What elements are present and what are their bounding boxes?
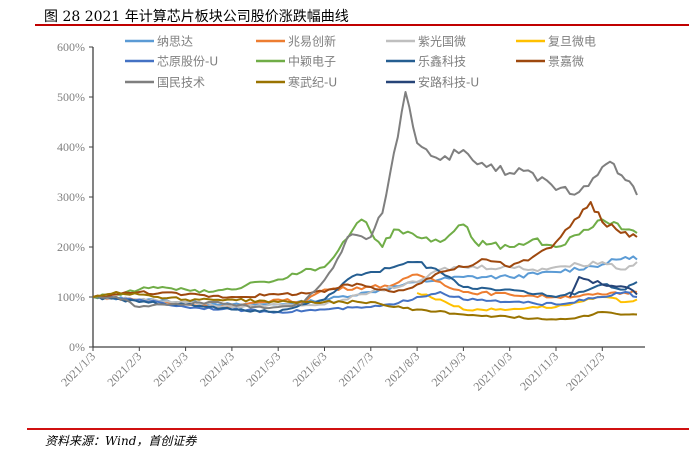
- y-tick-label: 200%: [57, 240, 85, 254]
- legend-label: 紫光国微: [418, 35, 466, 49]
- x-tick-label: 2021/8/3: [382, 349, 422, 389]
- x-tick-label: 2021/7/3: [336, 349, 376, 389]
- x-tick-label: 2021/4/3: [197, 349, 237, 389]
- x-tick-label: 2021/9/3: [428, 349, 468, 389]
- source-divider: [27, 428, 689, 430]
- y-tick-label: 600%: [57, 40, 85, 54]
- legend-label: 乐鑫科技: [418, 54, 466, 69]
- series-line-5: [92, 218, 638, 299]
- legend-label: 纳思达: [157, 35, 193, 49]
- series-line-4: [92, 291, 638, 314]
- x-tick-label: 2021/11/3: [517, 349, 561, 393]
- legend-label: 景嘉微: [548, 55, 584, 69]
- legend-label: 安路科技-U: [418, 75, 479, 90]
- x-tick-label: 2021/10/3: [471, 349, 515, 393]
- x-tick-label: 2021/3/3: [151, 349, 191, 389]
- y-tick-label: 300%: [57, 190, 85, 204]
- source-note: 资料来源：Wind，首创证券: [45, 434, 197, 448]
- legend-label: 寒武纪-U: [288, 75, 337, 90]
- x-tick-label: 2021/6/3: [290, 349, 330, 389]
- legend-label: 复旦微电: [548, 35, 596, 49]
- legend-label: 国民技术: [157, 76, 205, 90]
- y-tick-label: 400%: [57, 140, 85, 154]
- x-tick-label: 2021/12/3: [563, 349, 607, 393]
- y-tick-label: 0%: [69, 340, 85, 354]
- series-line-7: [92, 201, 638, 299]
- series-line-2: [92, 260, 638, 309]
- legend-label: 芯原股份-U: [157, 55, 218, 69]
- x-tick-label: 2021/5/3: [243, 349, 283, 389]
- y-tick-label: 500%: [57, 90, 85, 104]
- series-line-8: [92, 91, 638, 310]
- x-tick-label: 2021/1/3: [58, 349, 98, 389]
- y-tick-label: 100%: [57, 290, 85, 304]
- legend-label: 兆易创新: [288, 34, 336, 49]
- x-tick-label: 2021/2/3: [104, 349, 144, 389]
- series-line-10: [568, 276, 638, 298]
- title-divider: [35, 24, 689, 26]
- series-line-9: [92, 291, 638, 321]
- chart-title: 图 28 2021 年计算芯片板块公司股价涨跌幅曲线: [44, 9, 349, 25]
- legend-label: 中颖电子: [288, 54, 336, 69]
